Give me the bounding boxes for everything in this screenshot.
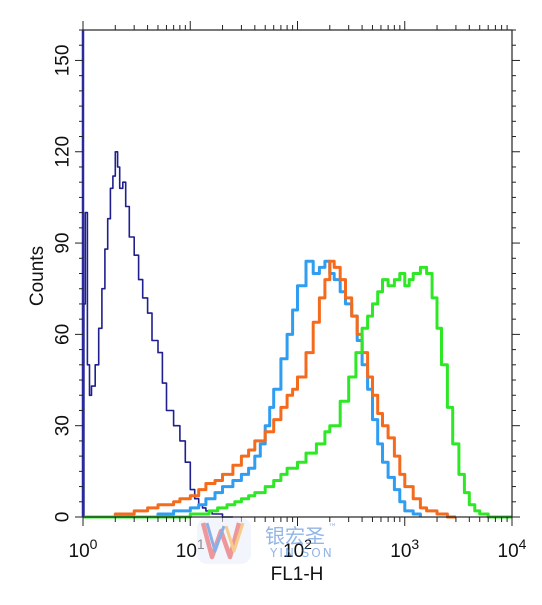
y-tick-label: 90: [53, 232, 74, 253]
y-axis-ticks: 0 30 60 90 120 150: [53, 29, 520, 523]
y-tick-label: 30: [53, 415, 74, 436]
series-layer: [83, 151, 512, 519]
x-axis-ticks: 100101102103104: [69, 21, 527, 562]
y-tick-label: 120: [53, 136, 74, 168]
x-tick-label: 102: [283, 536, 312, 562]
brand-watermark-logo: 银宏圣 ™ YIN SON: [197, 518, 337, 564]
x-tick-label: 100: [69, 536, 98, 562]
y-tick-label: 0: [53, 512, 74, 523]
histogram-series-1: [83, 151, 233, 518]
logo-w-blue: [205, 522, 226, 553]
plot-frame: [81, 29, 513, 518]
x-tick-label: 104: [498, 536, 527, 562]
watermark-trademark: ™: [328, 523, 337, 533]
watermark-brand-cn: 银宏圣: [265, 524, 325, 548]
y-tick-label: 150: [53, 45, 74, 77]
plot-border: [82, 29, 513, 518]
watermark-brand-en: YIN SON: [269, 546, 334, 560]
x-axis-title: FL1-H: [271, 564, 324, 585]
y-axis-title: Counts: [27, 246, 48, 306]
x-tick-label: 103: [390, 536, 419, 562]
histogram-series-4: [83, 265, 512, 519]
logo-w-orange: [224, 522, 245, 553]
histogram-series-2: [83, 259, 422, 519]
histogram-series-3: [83, 259, 456, 519]
y-tick-label: 60: [53, 324, 74, 345]
